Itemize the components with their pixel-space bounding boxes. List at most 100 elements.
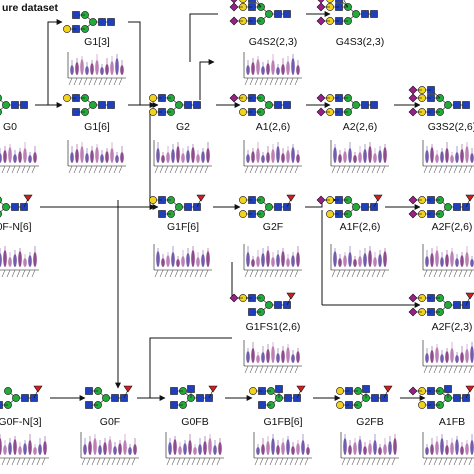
violin-mark <box>103 442 107 455</box>
glcnac-icon <box>193 101 201 109</box>
tick-label-mark <box>366 457 371 466</box>
tick-label-mark <box>73 165 78 174</box>
arrow-g2-down-g1f6 <box>149 110 159 210</box>
tick-label-mark <box>448 269 453 278</box>
glcnac-icon <box>453 394 461 402</box>
tick-label-mark <box>361 269 366 278</box>
tick-label-mark <box>274 269 279 278</box>
tick-label-mark <box>289 365 294 374</box>
violin-mark <box>208 438 212 455</box>
violin-mark <box>291 147 295 163</box>
violin-mark <box>33 152 37 163</box>
node-label: G1[3] <box>84 36 110 48</box>
tick-label-mark <box>463 457 468 466</box>
violin-mark <box>445 254 449 267</box>
tick-label-mark <box>458 365 463 374</box>
violin-mark <box>246 252 250 267</box>
glcnac-icon <box>371 394 379 402</box>
violin-mark <box>373 440 377 455</box>
violin-plot <box>330 140 389 174</box>
glcnac-icon <box>361 101 369 109</box>
galactose-icon <box>326 0 334 3</box>
violin-plot <box>243 244 302 278</box>
tick-label-mark <box>259 77 264 86</box>
violin-mark <box>8 442 12 455</box>
violin-mark <box>80 59 84 75</box>
violin-mark <box>470 440 474 455</box>
glcnac-icon <box>184 203 192 211</box>
tick-label-mark <box>269 269 274 278</box>
violin-plot <box>0 142 39 174</box>
tick-label-mark <box>453 165 458 174</box>
glcnac-icon <box>361 203 369 211</box>
tick-label-mark <box>448 365 453 374</box>
violin-mark <box>348 148 352 163</box>
tick-label-mark <box>184 269 189 278</box>
tick-label-mark <box>68 77 73 86</box>
violin-plot <box>67 52 126 86</box>
glcnac-icon <box>274 101 282 109</box>
glcnac-icon <box>453 203 461 211</box>
tick-label-mark <box>31 165 36 174</box>
tick-label-mark <box>166 457 171 466</box>
tick-label-mark <box>159 165 164 174</box>
violin-mark <box>393 438 397 455</box>
violin-mark <box>470 346 474 363</box>
tick-label-mark <box>453 457 458 466</box>
glycan-g1fs1 <box>229 292 296 316</box>
violin-mark <box>460 149 464 163</box>
violin-mark <box>8 147 12 163</box>
tick-label-mark <box>269 77 274 86</box>
node-label: G0 <box>3 121 17 133</box>
glcnac-icon <box>107 101 115 109</box>
violin-mark <box>470 153 474 163</box>
tick-label-mark <box>443 457 448 466</box>
violin-mark <box>286 150 290 163</box>
tick-label-mark <box>26 165 31 174</box>
glycan-g0fn6 <box>0 194 33 218</box>
violin-mark <box>383 444 387 455</box>
tick-label-mark <box>244 365 249 374</box>
tick-label-mark <box>366 165 371 174</box>
glycan-g0fn3 <box>0 385 43 409</box>
galactose-icon <box>149 108 157 116</box>
violin-mark <box>353 259 357 267</box>
violin-mark <box>388 441 392 455</box>
violin-plot <box>340 432 399 466</box>
violin-mark <box>430 444 434 455</box>
violin-mark <box>465 146 469 163</box>
violin-mark <box>28 440 32 455</box>
violin-mark <box>3 150 7 163</box>
glcnac-icon <box>170 387 178 395</box>
mannose-icon <box>0 94 2 102</box>
tick-label-mark <box>259 365 264 374</box>
violin-mark <box>291 255 295 267</box>
fucose-icon <box>373 194 383 202</box>
violin-mark <box>430 253 434 267</box>
violin-mark <box>333 147 337 163</box>
violin-mark <box>3 445 7 455</box>
tick-label-mark <box>458 269 463 278</box>
tick-label-mark <box>428 165 433 174</box>
tick-label-mark <box>191 457 196 466</box>
mannose-icon <box>89 101 97 109</box>
tick-label-mark <box>106 457 111 466</box>
violin-mark <box>13 254 17 267</box>
violin-mark <box>383 251 387 267</box>
violin-mark <box>196 257 200 267</box>
violin-mark <box>363 446 367 455</box>
tick-label-mark <box>264 269 269 278</box>
node-label: A1(2,6) <box>256 121 290 133</box>
violin-mark <box>261 155 265 163</box>
violin-mark <box>193 447 197 455</box>
glcnac-icon <box>258 401 266 409</box>
tick-label-mark <box>249 269 254 278</box>
tick-label-mark <box>284 457 289 466</box>
sialic-acid-icon <box>316 195 326 205</box>
violin-mark <box>188 440 192 455</box>
galactose-icon <box>63 94 71 102</box>
glcnac-icon <box>98 18 106 26</box>
violin-mark <box>118 443 122 455</box>
tick-label-mark <box>199 165 204 174</box>
violin-mark <box>425 256 429 267</box>
